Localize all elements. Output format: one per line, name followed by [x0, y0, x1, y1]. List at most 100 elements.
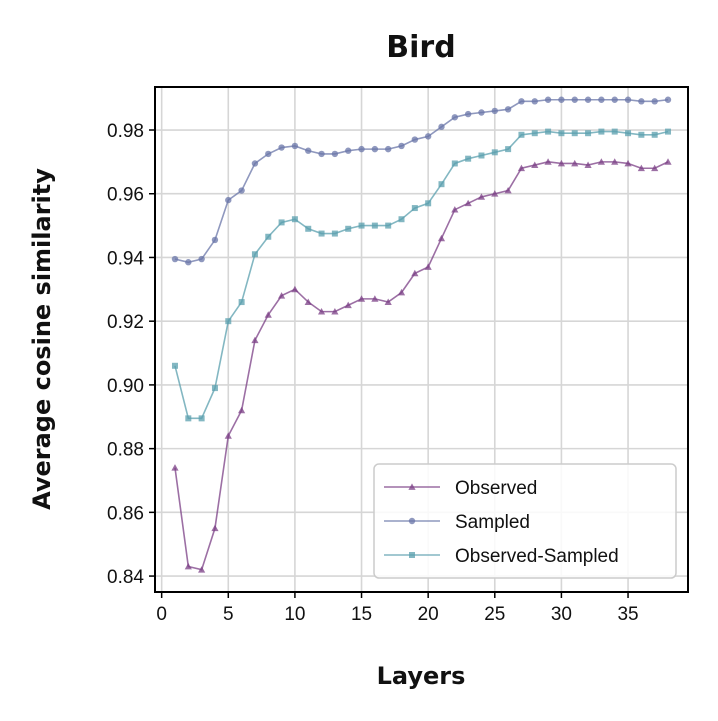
chart-title: Bird [386, 30, 455, 65]
data-point [211, 385, 218, 392]
data-point [224, 432, 232, 439]
legend-swatch-marker [409, 552, 415, 558]
data-point [638, 131, 645, 138]
data-point [451, 206, 459, 213]
data-point [504, 186, 512, 194]
data-point [478, 152, 485, 159]
data-point [598, 96, 605, 103]
y-tick-label: 0.94 [107, 248, 144, 269]
data-point [238, 406, 246, 414]
data-point [571, 159, 579, 167]
data-point [185, 259, 192, 266]
data-point [305, 147, 312, 154]
data-point [571, 130, 578, 137]
data-point [665, 128, 672, 135]
x-axis: 0 5 10 15 20 25 30 35 [156, 592, 639, 625]
legend-label: Observed-Sampled [455, 546, 619, 567]
data-point [171, 464, 179, 471]
data-point [211, 236, 219, 244]
data-point [304, 298, 312, 305]
data-point [651, 164, 659, 172]
data-point [491, 190, 499, 197]
y-tick-label: 0.92 [107, 312, 144, 333]
data-point [371, 295, 379, 302]
data-point [345, 147, 352, 154]
data-point [464, 199, 472, 207]
data-point [318, 230, 325, 237]
x-tick-label: 20 [418, 604, 439, 625]
data-point [558, 96, 565, 103]
data-point [611, 158, 619, 165]
data-point [571, 96, 578, 103]
data-point [518, 131, 525, 138]
y-tick-label: 0.84 [107, 567, 144, 588]
data-point [651, 98, 658, 105]
data-point [584, 161, 592, 168]
legend-label: Observed [455, 478, 537, 499]
data-point [465, 155, 472, 162]
data-point [625, 130, 632, 137]
data-point [544, 158, 552, 165]
data-point [531, 161, 539, 168]
data-point [291, 142, 299, 150]
y-tick-label: 0.88 [107, 440, 144, 461]
x-tick-label: 25 [484, 604, 505, 625]
data-point [357, 295, 366, 302]
data-point [344, 301, 352, 309]
data-point [398, 142, 405, 150]
data-point [545, 128, 552, 135]
data-point [291, 216, 298, 223]
data-point [451, 160, 458, 167]
data-point [585, 130, 592, 137]
x-tick-label: 35 [617, 604, 638, 625]
data-point [238, 187, 245, 194]
data-point [624, 159, 632, 167]
series-layer [171, 96, 672, 573]
data-point [184, 562, 192, 570]
data-point [225, 318, 232, 325]
data-point [251, 336, 259, 344]
data-point [584, 96, 592, 103]
data-point [171, 255, 179, 263]
data-point [531, 98, 538, 105]
data-point [664, 96, 672, 103]
data-point [317, 308, 326, 315]
grid [155, 87, 688, 592]
data-point [265, 233, 272, 240]
legend-box [373, 463, 677, 579]
data-point [264, 311, 272, 318]
data-point [384, 298, 392, 305]
data-point [185, 415, 192, 422]
data-point [171, 362, 178, 369]
legend-entry: Sampled [384, 512, 530, 533]
x-tick-label: 5 [223, 604, 234, 625]
data-point [411, 136, 419, 143]
data-point [411, 269, 419, 277]
data-point [331, 230, 338, 237]
data-point [358, 222, 365, 229]
data-point [424, 263, 432, 270]
data-point [278, 144, 285, 151]
y-axis-label: Average cosine similarity [28, 168, 56, 510]
x-tick-label: 0 [156, 604, 167, 625]
legend-entry: Observed [384, 478, 537, 499]
data-point [398, 216, 405, 223]
data-point [371, 145, 379, 153]
x-tick-label: 10 [284, 604, 305, 625]
legend-swatch-marker [408, 517, 416, 525]
data-point [345, 225, 352, 232]
data-point [597, 158, 605, 165]
data-point [558, 130, 565, 137]
data-point [477, 193, 486, 200]
data-point [544, 96, 552, 103]
data-point [198, 566, 206, 573]
y-tick-label: 0.86 [107, 503, 144, 524]
data-point [624, 96, 632, 103]
data-point [611, 96, 618, 103]
data-point [278, 219, 285, 226]
series-line [174, 161, 669, 571]
data-point [251, 160, 259, 167]
data-point [638, 98, 645, 105]
data-point [611, 128, 618, 135]
data-point [198, 415, 205, 422]
